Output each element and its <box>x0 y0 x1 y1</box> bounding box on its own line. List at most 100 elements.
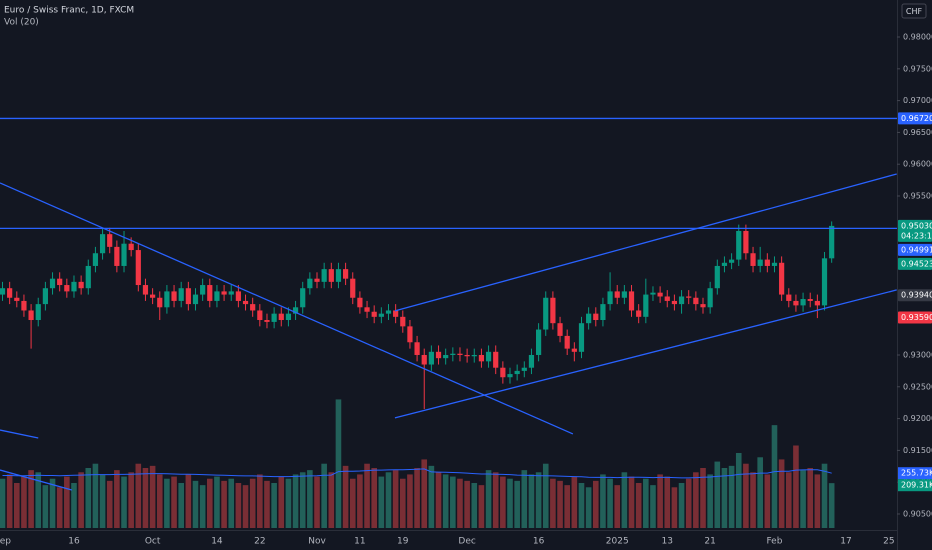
candle-body <box>807 299 813 301</box>
volume-bar <box>528 474 535 528</box>
candle-body <box>328 269 334 282</box>
volume-bar <box>771 425 778 528</box>
price-label-box <box>898 243 932 256</box>
volume-bar <box>78 472 84 528</box>
x-tick-label: 25 <box>883 537 894 547</box>
candle-body <box>457 353 463 355</box>
volume-bar <box>671 487 678 528</box>
x-tick-label: 2025 <box>606 537 629 547</box>
candle-body <box>393 310 399 317</box>
candle-body <box>643 294 649 317</box>
volume-bar <box>664 476 671 528</box>
x-tick-label: Oct <box>145 537 161 547</box>
volume-bar <box>0 478 6 528</box>
candle-body <box>435 351 442 359</box>
volume-bar <box>328 472 335 528</box>
candle-body <box>114 246 120 266</box>
price-label-box <box>898 289 932 302</box>
candle-body <box>771 262 778 266</box>
volume-bar <box>514 480 520 528</box>
volume-bar <box>49 478 56 528</box>
candle-body <box>0 288 6 295</box>
candle-body <box>714 265 720 289</box>
candle-body <box>757 259 763 266</box>
volume-bar <box>600 474 606 528</box>
candle-body <box>35 304 41 321</box>
volume-bar <box>349 478 356 528</box>
candle-body <box>171 291 177 301</box>
x-tick-label: 19 <box>397 537 409 547</box>
x-tick-label: 16 <box>68 537 80 547</box>
trend-line <box>394 173 897 312</box>
candle-body <box>657 292 663 297</box>
volume-bar <box>657 474 663 528</box>
volume-bar <box>428 465 435 528</box>
trend-line <box>0 469 73 491</box>
volume-bar <box>721 468 728 528</box>
candle-body <box>578 323 585 352</box>
drawings <box>0 117 897 491</box>
volume-bar <box>221 480 227 528</box>
candle-body <box>728 259 735 263</box>
volume-bar <box>278 476 285 528</box>
candle-body <box>300 288 306 308</box>
volume-bar <box>235 483 242 528</box>
candle-body <box>721 262 728 266</box>
x-tick-label: 11 <box>354 537 365 547</box>
candle-body <box>135 250 141 286</box>
candle-body <box>478 354 485 362</box>
volume-bar <box>743 463 749 528</box>
candle-body <box>779 262 785 295</box>
currency[interactable]: CHF <box>906 7 923 16</box>
x-tick-label: 17 <box>840 537 851 547</box>
volume-pane <box>0 399 835 528</box>
volume-bar <box>42 485 49 528</box>
currency-box[interactable] <box>901 3 927 19</box>
indicator-legend[interactable]: Vol (20) <box>4 18 39 28</box>
candle-body <box>650 292 656 295</box>
candle-body <box>228 291 234 295</box>
candle-body <box>150 294 156 298</box>
price-label: 0.93940 <box>901 291 932 300</box>
candle-body <box>307 278 313 289</box>
candle-body <box>586 313 592 324</box>
candle-body <box>421 354 427 365</box>
volume-bar <box>750 472 756 528</box>
volume-bar <box>364 463 370 528</box>
candle-body <box>257 310 263 321</box>
volume-bar <box>71 483 77 528</box>
volume-bar <box>757 457 763 528</box>
candle-body <box>250 304 256 311</box>
candle-body <box>607 291 613 305</box>
volume-bar <box>614 485 621 528</box>
candle-body <box>335 269 342 282</box>
volume-bar <box>271 483 277 528</box>
volume-bar <box>414 468 420 528</box>
candle-body <box>628 291 635 311</box>
candle-body <box>78 281 84 289</box>
volume-bar <box>535 472 542 528</box>
volume-bar <box>285 478 292 528</box>
volume-bar <box>793 445 799 528</box>
candle-body <box>686 296 692 298</box>
x-tick-label: 16 <box>533 537 545 547</box>
x-tick-label: Feb <box>767 537 783 547</box>
candle-body <box>821 258 828 306</box>
candle-body <box>764 259 770 266</box>
axes: Sep 16 Oct 14 22 Nov 11 19 Dec 16 2025 13 21 Feb 17 25 0… <box>0 33 932 547</box>
volume-bar <box>778 459 785 528</box>
volume-bar <box>478 485 485 528</box>
candle-body <box>493 351 499 368</box>
volume-bar <box>292 474 299 528</box>
candle-body <box>507 374 513 378</box>
x-tick-label: 22 <box>254 537 265 547</box>
candle-body <box>557 323 563 336</box>
volume-bar <box>242 485 249 528</box>
candle-body <box>814 300 820 306</box>
candles <box>0 221 835 410</box>
